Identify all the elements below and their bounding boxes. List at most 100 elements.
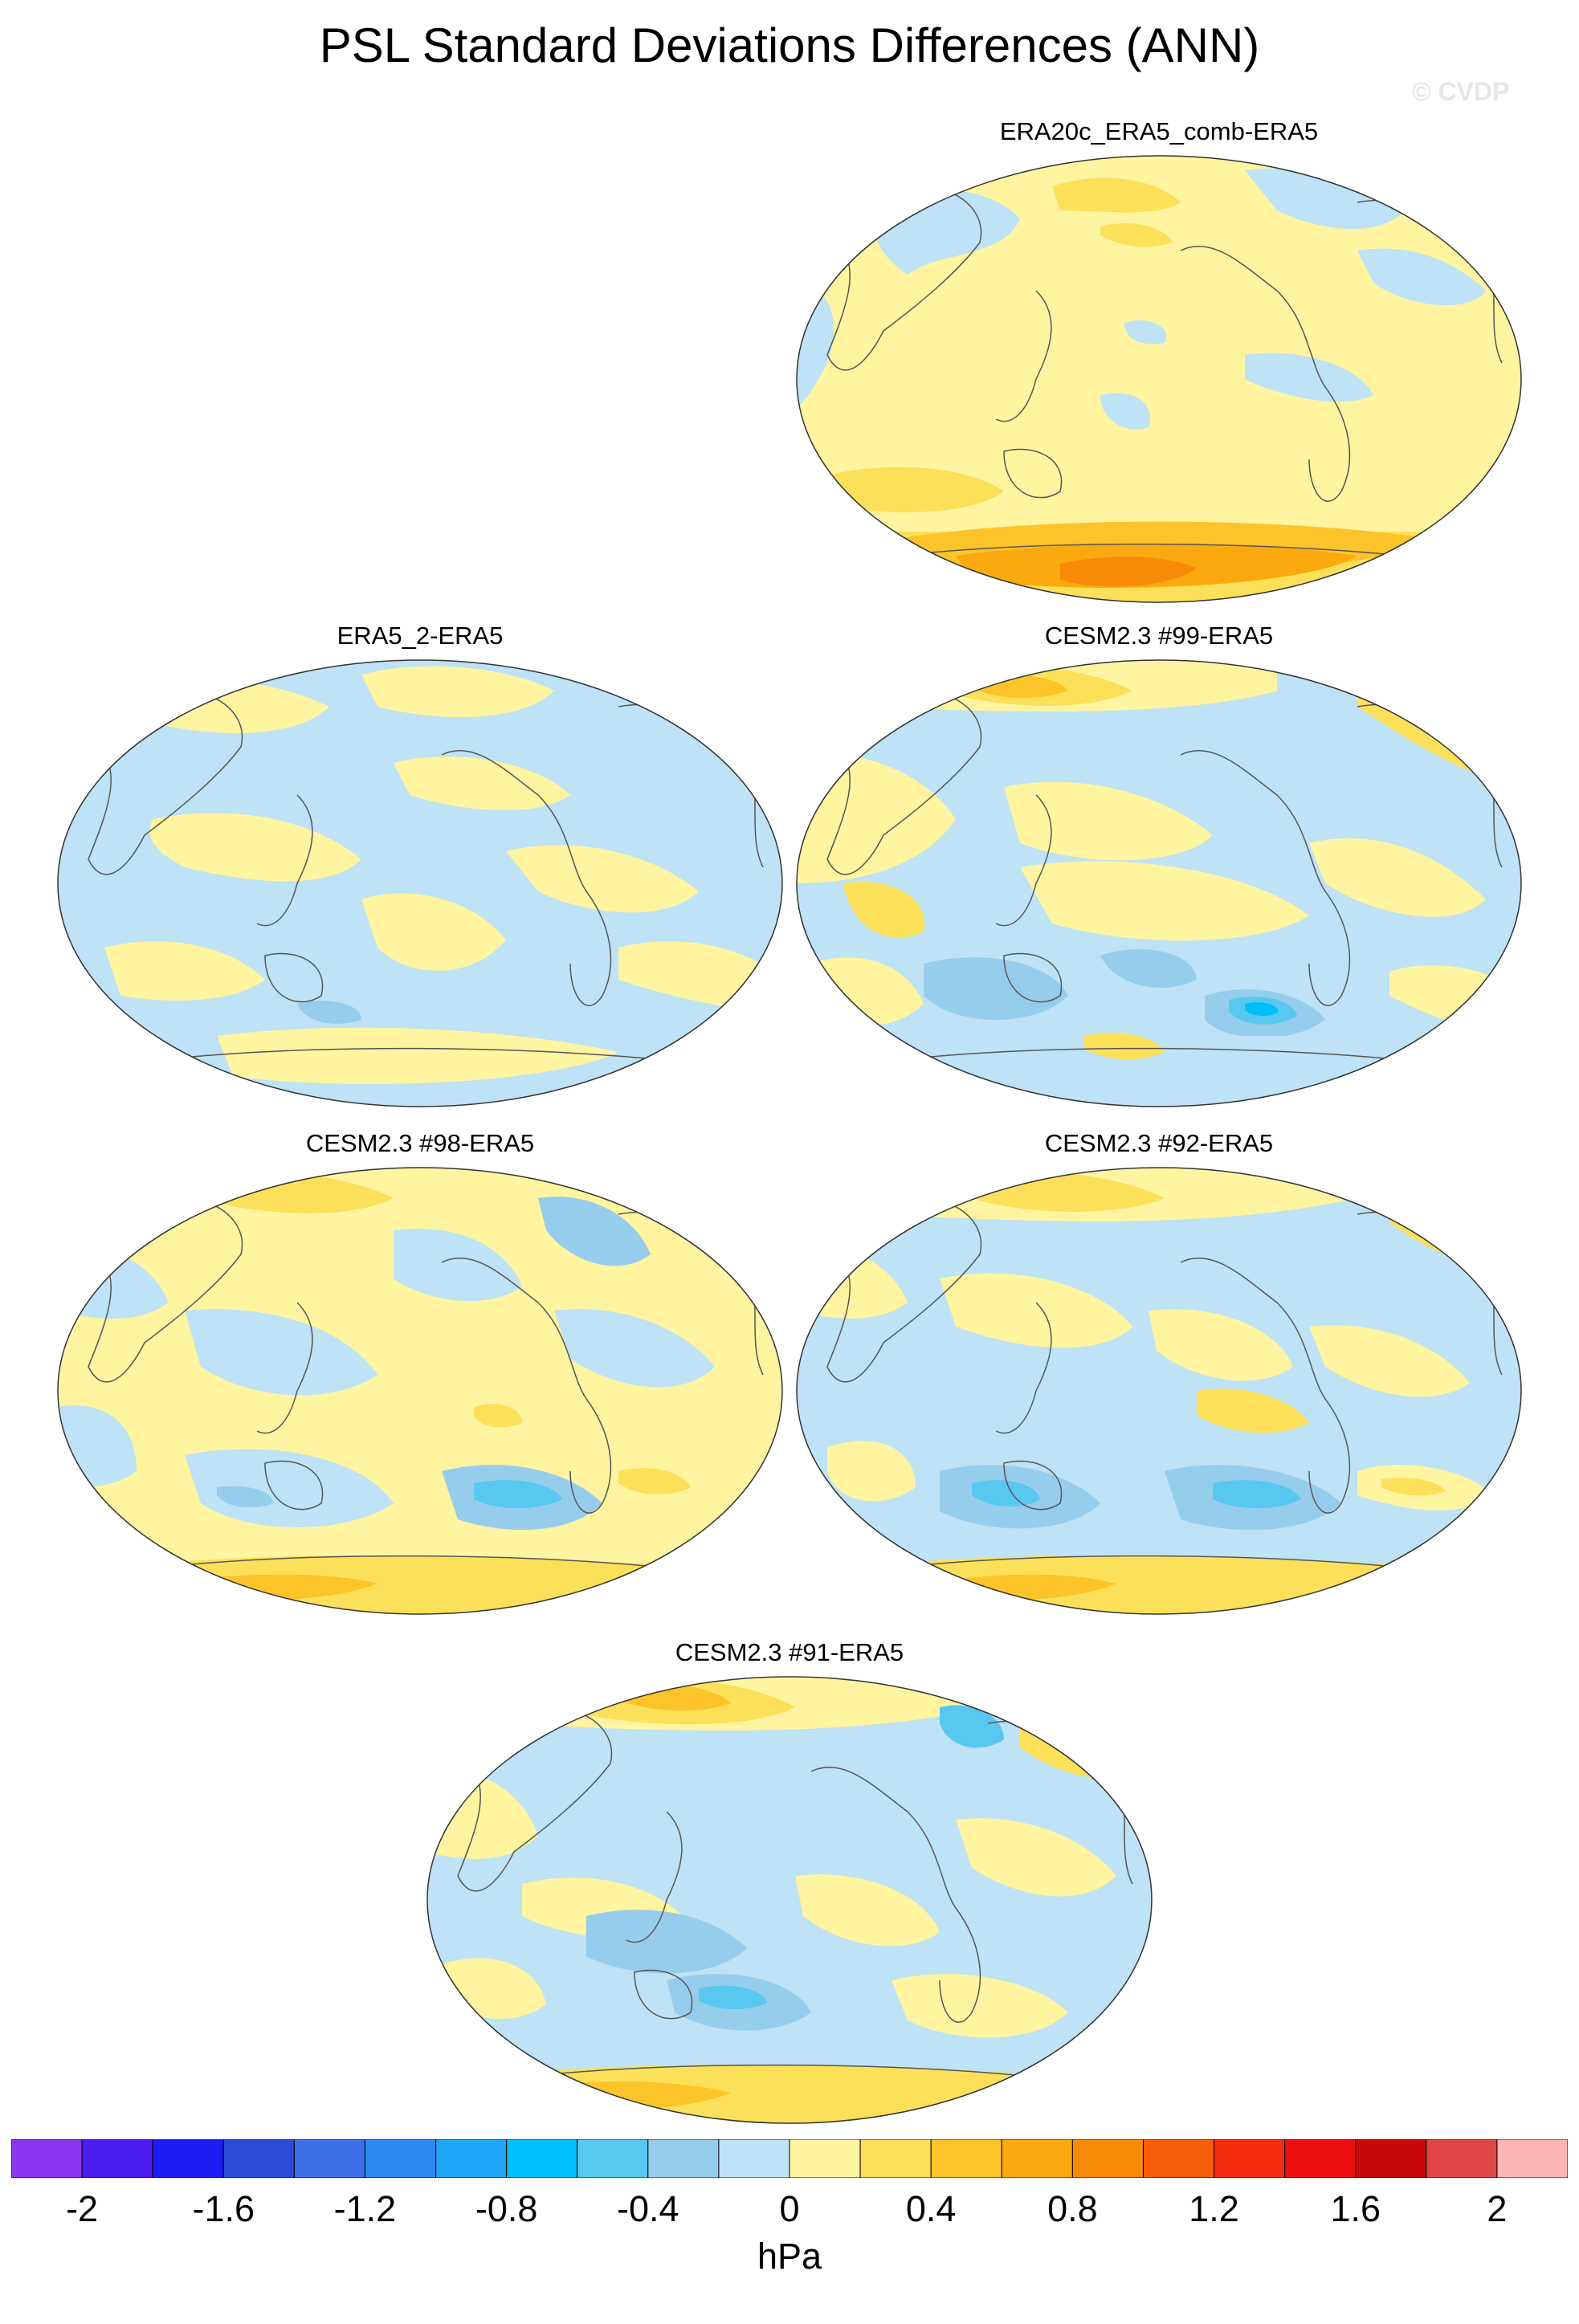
positive-anomaly — [843, 882, 925, 938]
negative-anomaly — [474, 1480, 562, 1509]
negative-anomaly — [1100, 393, 1150, 430]
positive-anomaly — [1149, 1309, 1293, 1381]
positive-anomaly — [361, 893, 506, 971]
colorbar-swatch — [506, 2139, 578, 2178]
colorbar-swatch — [1071, 2139, 1144, 2178]
positive-anomaly — [217, 1027, 618, 1084]
map-plot — [796, 659, 1522, 1107]
colorbar-swatch — [1284, 2139, 1357, 2178]
panel-title: ERA20c_ERA5_comb-ERA5 — [999, 117, 1319, 145]
positive-anomaly — [1052, 177, 1181, 213]
panel-title: CESM2.3 #92-ERA5 — [1044, 1129, 1274, 1157]
colorbar-swatch — [1214, 2139, 1286, 2178]
figure-title: PSL Standard Deviations Differences (ANN… — [319, 18, 1260, 72]
map-border — [57, 1167, 783, 1615]
map-plot — [796, 1167, 1522, 1615]
map-plot — [796, 155, 1522, 603]
panel-title: CESM2.3 #98-ERA5 — [305, 1129, 535, 1157]
colorbar-swatch — [364, 2139, 437, 2178]
negative-anomaly — [972, 1480, 1040, 1507]
positive-anomaly — [795, 1874, 940, 1947]
positive-anomaly — [618, 1468, 691, 1495]
colorbar-tick-label: 0.4 — [905, 2188, 957, 2229]
colorbar-swatch — [1001, 2139, 1073, 2178]
colorbar-tick-label: -0.8 — [475, 2188, 538, 2229]
colorbar-tick-label: -1.6 — [192, 2188, 255, 2229]
positive-anomaly — [1309, 1325, 1470, 1397]
positive-anomaly — [474, 1404, 522, 1428]
colorbar-swatch — [152, 2139, 224, 2178]
positive-anomaly — [797, 753, 956, 883]
positive-anomaly — [1100, 223, 1173, 247]
negative-anomaly — [554, 1309, 715, 1388]
positive-anomaly — [1381, 1478, 1446, 1496]
negative-anomaly — [940, 1705, 1004, 1748]
positive-anomaly — [1197, 1388, 1309, 1433]
colorbar-swatch — [577, 2139, 649, 2178]
positive-anomaly — [427, 2065, 1152, 2123]
positive-anomaly — [797, 1555, 1521, 1614]
positive-anomaly — [149, 813, 362, 882]
colorbar-swatch — [11, 2139, 83, 2178]
negative-anomaly — [1245, 168, 1406, 230]
map-border — [796, 1167, 1522, 1615]
colorbar-swatch — [647, 2139, 720, 2178]
colorbar-swatch — [1496, 2139, 1568, 2178]
map-border — [426, 1676, 1153, 2124]
positive-anomaly — [1020, 861, 1309, 941]
negative-anomaly — [185, 1449, 394, 1527]
colorbar-tick-label: -0.4 — [617, 2188, 679, 2229]
colorbar-swatch — [859, 2139, 932, 2178]
positive-anomaly — [1060, 556, 1197, 587]
colorbar-swatch — [930, 2139, 1002, 2178]
map-border — [57, 659, 783, 1107]
colorbar-tick-label: 0 — [779, 2188, 800, 2229]
negative-anomaly — [394, 1229, 522, 1302]
positive-anomaly — [892, 1974, 1068, 2038]
negative-anomaly — [924, 957, 1068, 1020]
colorbar-swatch — [435, 2139, 508, 2178]
colorbar-swatch — [1142, 2139, 1215, 2178]
panel-title: ERA5_2-ERA5 — [337, 622, 504, 650]
colorbar-tick-label: 0.8 — [1047, 2188, 1098, 2229]
negative-anomaly — [1245, 1002, 1279, 1017]
negative-anomaly — [699, 1985, 767, 2009]
map-border — [796, 659, 1522, 1107]
positive-anomaly — [58, 1555, 782, 1614]
colorbar-tick-label: -2 — [66, 2188, 99, 2229]
positive-anomaly — [361, 666, 554, 718]
positive-anomaly — [940, 1273, 1132, 1348]
colorbar — [11, 2139, 1568, 2178]
panel-title: CESM2.3 #91-ERA5 — [675, 1638, 904, 1666]
positive-anomaly — [827, 1441, 916, 1502]
colorbar-swatch — [1355, 2139, 1427, 2178]
negative-anomaly — [1357, 248, 1486, 306]
copyright-watermark: © CVDP — [1412, 77, 1510, 106]
map-plot — [57, 659, 783, 1107]
colorbar-swatch — [81, 2139, 153, 2178]
map-border — [796, 155, 1522, 603]
positive-anomaly — [104, 941, 265, 1001]
negative-anomaly — [1124, 320, 1166, 345]
colorbar-swatch — [1426, 2139, 1498, 2178]
colorbar-tick-label: 1.6 — [1330, 2188, 1381, 2229]
map-plot — [426, 1676, 1153, 2124]
colorbar-tick-label: 1.2 — [1189, 2188, 1239, 2229]
negative-anomaly — [297, 1001, 361, 1024]
negative-anomaly — [1213, 1480, 1301, 1509]
negative-anomaly — [538, 1197, 651, 1266]
positive-anomaly — [1084, 1033, 1165, 1060]
colorbar-swatch — [222, 2139, 295, 2178]
colorbar-units: hPa — [757, 2236, 822, 2277]
colorbar-swatch — [789, 2139, 861, 2178]
colorbar-tick-label: -1.2 — [333, 2188, 397, 2229]
negative-anomaly — [185, 1309, 377, 1396]
positive-anomaly — [506, 845, 699, 913]
negative-anomaly — [1100, 948, 1197, 988]
positive-anomaly — [394, 756, 570, 810]
map-plot — [57, 1167, 783, 1615]
colorbar-tick-label: 2 — [1487, 2188, 1508, 2229]
negative-anomaly — [586, 1910, 747, 1974]
positive-anomaly — [1309, 838, 1486, 917]
positive-anomaly — [1004, 781, 1213, 861]
